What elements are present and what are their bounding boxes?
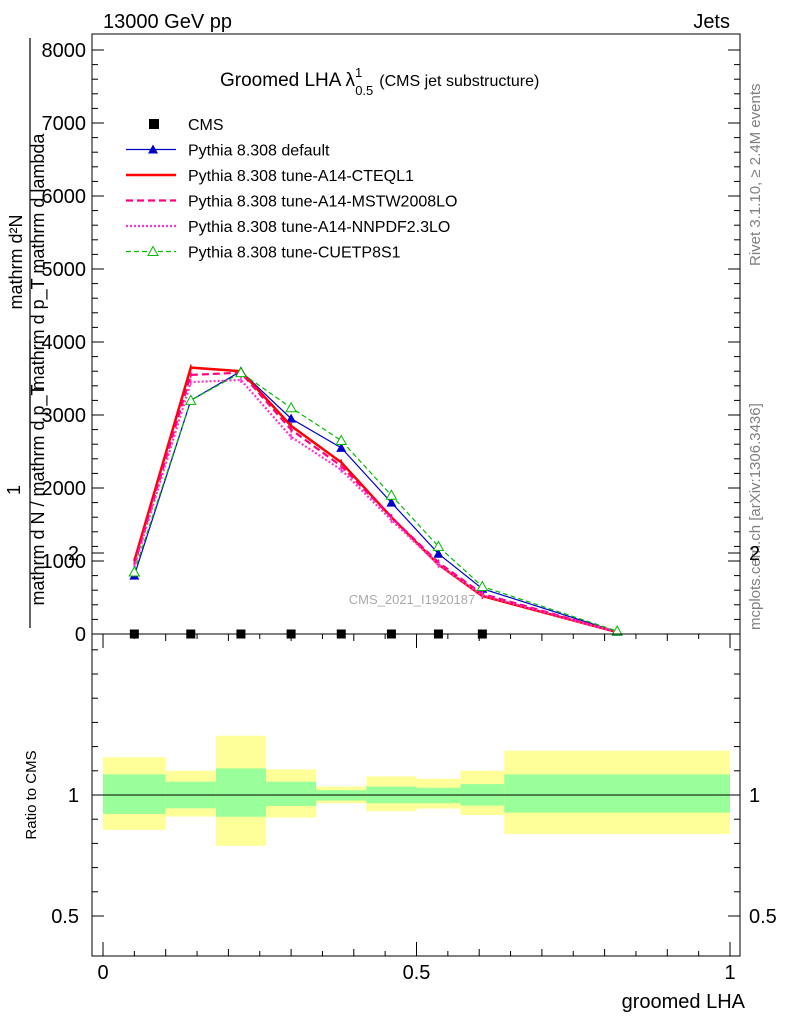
header-left: 13000 GeV pp [103,11,232,33]
legend: CMS Pythia 8.308 default Pythia 8.308 tune… [126,117,457,262]
main-y-tick-label: 2000 [42,478,87,500]
series-marker [476,580,489,592]
x-tick-label: 1 [724,962,735,984]
series-marker [386,497,397,507]
rivet-note: Rivet 3.1.10, ≥ 2.4M events [747,84,764,267]
main-y-tick-label: 6000 [42,186,87,208]
legend-label: CMS [188,117,224,134]
ylabel-denominator-1: mathrm d p_T mathrm d lambda [28,133,49,391]
series-marker [611,625,623,636]
legend-label: Pythia 8.308 tune-A14-NNPDF2.3LO [188,219,450,236]
main-y-ticks: 0 1000 2000 3000 4000 5000 6000 7000 8000 [42,40,740,646]
legend-entry: Pythia 8.308 tune-A14-MSTW2008LO [126,194,457,211]
ratio-y-tick-label-right: 0.5 [749,906,777,928]
ylabel-numerator: mathrm d²N [6,214,26,309]
ratio-y-ticks: 0.5 0.5 1 1 2 2 [51,543,777,928]
legend-swatch [149,119,159,129]
title-sup: 1 [355,65,362,80]
x-tick-label: 0.5 [403,962,431,984]
ratio-y-tick-label-left: 1 [68,785,79,807]
ratio-inner-band [103,774,166,814]
main-y-tick-label: 5000 [42,259,87,281]
ratio-inner-band [215,768,267,817]
series-marker [432,540,445,551]
legend-entry: Pythia 8.308 default [126,143,330,160]
legend-label: Pythia 8.308 tune-A14-MSTW2008LO [188,194,457,211]
ratio-y-tick-label-right: 2 [749,543,760,565]
main-y-tick-label: 0 [75,624,86,646]
ratio-y-label: Ratio to CMS [23,750,40,839]
ratio-y-tick-label-right: 1 [749,785,760,807]
legend-entry: Pythia 8.308 tune-A14-CTEQL1 [126,168,414,185]
title-sub: 0.5 [355,83,373,98]
ratio-y-tick-label-left: 0.5 [51,906,79,928]
series-marker [335,434,348,446]
series-marker [128,565,141,577]
mcplots-note: mcplots.cern.ch [arXiv:1306.3436] [747,403,764,630]
legend-label: Pythia 8.308 tune-CUETP8S1 [188,245,401,262]
x-axis-label: groomed LHA [622,991,746,1013]
header-right: Jets [693,11,730,33]
watermark: CMS_2021_I1920187 [349,592,476,607]
main-plot-panel: 0 1000 2000 3000 4000 5000 6000 7000 8000 CMS_20… [42,33,741,646]
series-marker [285,401,297,413]
ratio-y-tick-label-left: 2 [68,543,79,565]
legend-entry: CMS [149,117,224,134]
series-pythia-8-308-tune-cuetp8s1 [128,366,623,636]
main-series-lines [128,364,623,636]
title-text: Groomed LHA [220,70,342,91]
legend-entry: Pythia 8.308 tune-A14-NNPDF2.3LO [126,219,450,236]
main-y-tick-label: 3000 [42,405,87,427]
series-marker [385,489,398,500]
x-tick-label: 0 [97,962,108,984]
chart-title: Groomed LHA λ1 0.5 (CMS jet substructure) [220,65,539,98]
main-y-tick-label: 1000 [42,551,87,573]
ratio-x-ticks: 0 0.5 1 [97,634,736,984]
series-marker [184,394,197,405]
ylabel-denominator-2: mathrm d N / mathrm d p_T [28,384,49,605]
legend-entry: Pythia 8.308 tune-CUETP8S1 [126,245,401,262]
main-y-tick-label: 8000 [42,40,87,62]
ratio-plot-panel: 0.5 0.51 12 2 0 0.5 1 Ratio to CMS groomed LH… [23,543,777,1013]
legend-label: Pythia 8.308 tune-A14-CTEQL1 [188,168,414,185]
series-marker [147,245,159,256]
series-marker [336,442,347,452]
ratio-inner-band [266,781,317,806]
ratio-inner-band [504,774,730,813]
series-marker [286,413,297,423]
title-note: (CMS jet substructure) [379,73,539,90]
title-symbol: λ [345,70,355,91]
legend-label: Pythia 8.308 default [188,143,330,160]
main-y-tick-label: 7000 [42,113,87,135]
series-marker [148,144,158,154]
series-marker [433,548,444,558]
main-y-tick-label: 4000 [42,332,87,354]
ratio-bands [103,735,730,846]
series-marker [235,366,247,378]
series-line [133,378,618,634]
main-y-label: mathrm d²N mathrm d p_T mathrm d lambda … [4,38,49,628]
ylabel-prefix: 1 [4,485,24,495]
